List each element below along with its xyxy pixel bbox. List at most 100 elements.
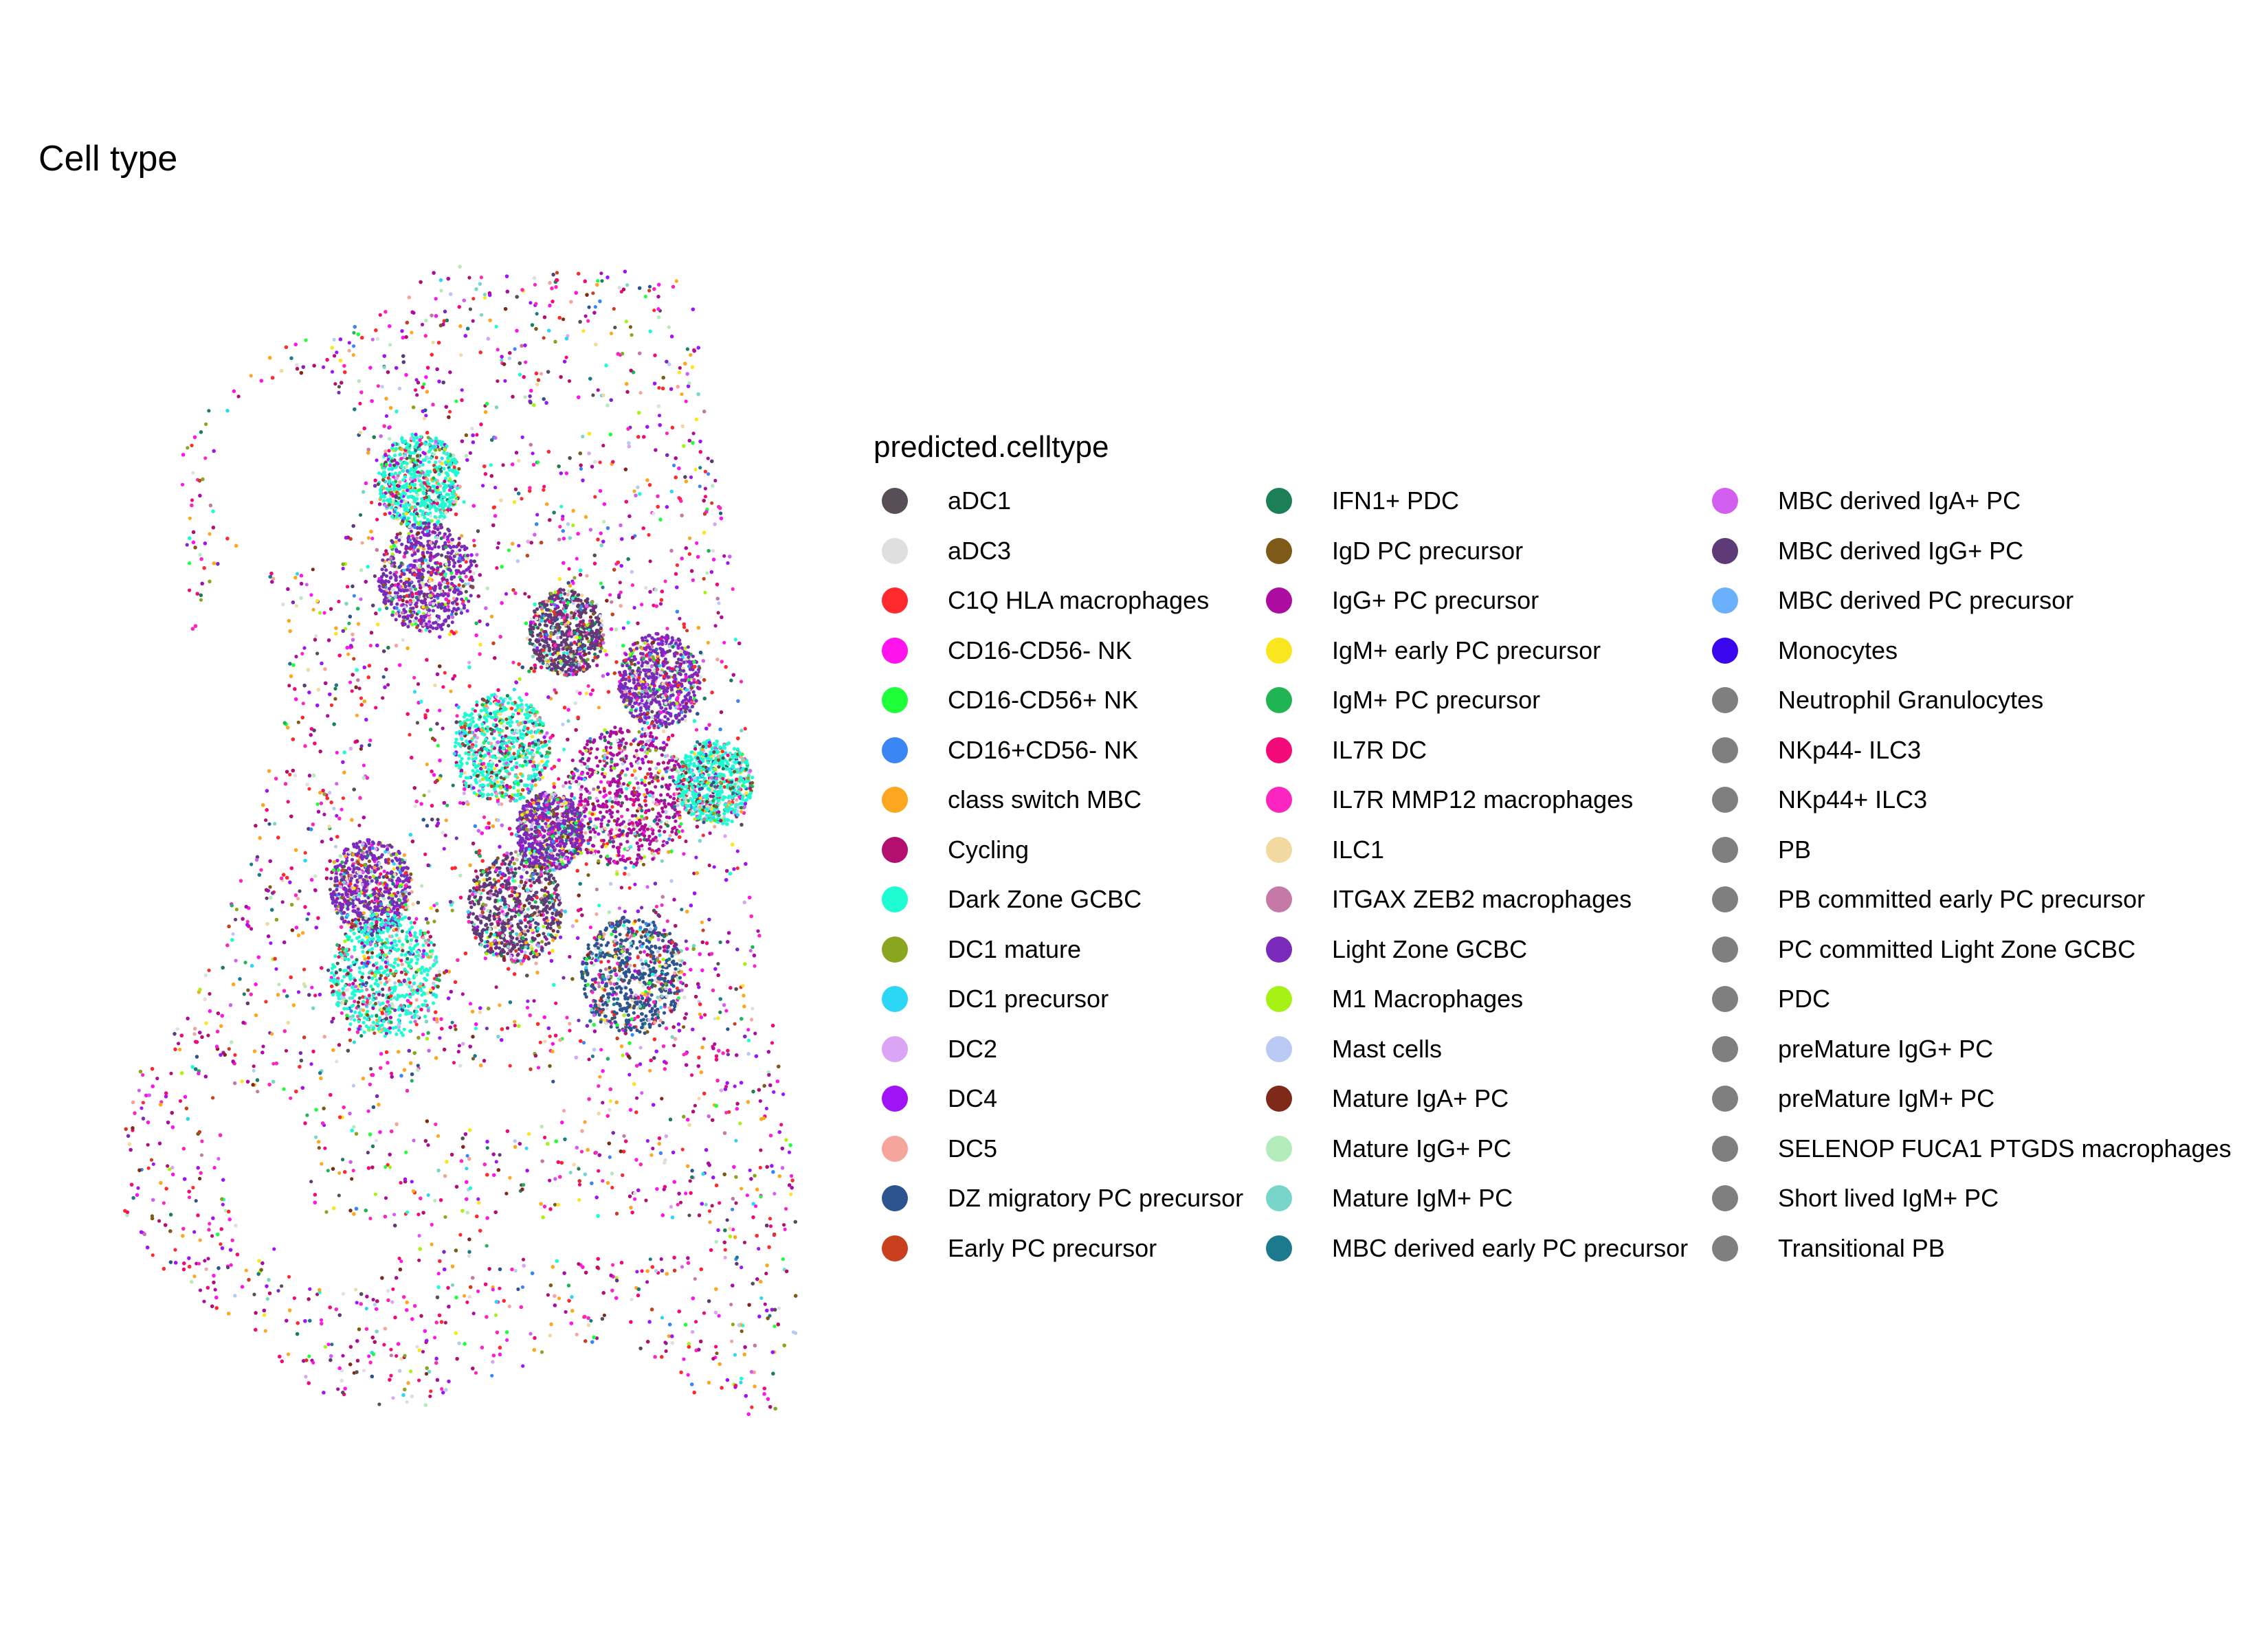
- cell-point: [180, 482, 185, 486]
- cell-point: [622, 1134, 626, 1138]
- cell-point: [683, 719, 687, 723]
- cell-point: [296, 720, 300, 724]
- cell-point: [191, 1185, 195, 1190]
- cell-point: [357, 823, 362, 827]
- cell-point: [360, 541, 364, 545]
- cell-point: [581, 329, 586, 333]
- cell-point: [373, 1192, 377, 1196]
- cell-point: [613, 326, 617, 330]
- cell-point: [682, 1357, 686, 1361]
- cell-point: [244, 1268, 248, 1272]
- cell-point: [355, 713, 359, 717]
- cell-point: [745, 1193, 749, 1198]
- cell-point: [689, 353, 693, 357]
- cell-point: [601, 1179, 605, 1183]
- cell-point: [708, 1220, 712, 1224]
- cell-point: [352, 1125, 356, 1129]
- cell-point: [198, 552, 202, 557]
- cell-point: [784, 1207, 788, 1211]
- cell-point: [600, 279, 604, 283]
- cell-point: [335, 1059, 339, 1064]
- cell-point: [610, 1185, 614, 1190]
- cell-point: [638, 980, 642, 985]
- cell-point: [753, 1031, 757, 1035]
- cell-point: [748, 1168, 752, 1172]
- cell-point: [680, 1147, 685, 1152]
- cell-point: [378, 313, 382, 317]
- cell-point: [333, 697, 337, 701]
- cell-point: [208, 532, 212, 536]
- cell-point: [399, 1259, 403, 1264]
- cell-point: [269, 941, 273, 945]
- cell-point: [450, 908, 454, 912]
- cell-point: [602, 519, 606, 524]
- cell-point: [521, 1257, 526, 1261]
- cell-point: [439, 289, 443, 293]
- cell-point: [454, 836, 458, 840]
- cell-point: [287, 684, 291, 688]
- cell-point: [784, 1138, 788, 1142]
- cell-point: [178, 1099, 183, 1103]
- cell-point: [648, 1068, 652, 1073]
- cell-point: [362, 1369, 366, 1373]
- cell-point: [533, 666, 537, 670]
- cell-point: [726, 561, 730, 565]
- cell-point: [261, 1044, 265, 1048]
- cell-point: [651, 1146, 655, 1151]
- cell-point: [350, 689, 354, 693]
- cell-point: [678, 366, 682, 370]
- cell-point: [768, 1224, 773, 1229]
- cell-point: [781, 1092, 786, 1097]
- cell-point: [373, 574, 377, 579]
- cell-point: [588, 737, 592, 741]
- cell-point: [441, 726, 445, 730]
- cell-point: [684, 399, 688, 403]
- cell-point: [175, 1027, 179, 1031]
- cell-point: [507, 548, 511, 552]
- cell-point: [633, 882, 637, 886]
- cell-point: [693, 467, 698, 471]
- cell-point: [740, 1187, 744, 1191]
- cell-point: [638, 950, 643, 954]
- cell-point: [413, 804, 417, 808]
- cell-point: [703, 495, 708, 499]
- cell-point: [347, 348, 351, 352]
- cell-point: [341, 1158, 345, 1162]
- cell-point: [246, 988, 250, 992]
- cell-point: [652, 511, 656, 515]
- cell-point: [546, 1293, 551, 1297]
- cell-point: [341, 566, 345, 571]
- cell-point: [462, 792, 466, 796]
- cell-point: [581, 1041, 586, 1045]
- cell-point: [674, 279, 678, 283]
- cell-point: [462, 1294, 467, 1298]
- cell-point: [359, 696, 364, 700]
- cell-point: [467, 1254, 471, 1258]
- cell-point: [416, 1212, 421, 1217]
- cell-point: [577, 1198, 581, 1202]
- cell-point: [386, 683, 390, 687]
- cell-point: [264, 818, 268, 822]
- cell-point: [640, 906, 644, 910]
- cell-point: [315, 1292, 320, 1297]
- cell-point: [359, 744, 364, 748]
- chart-title: Cell type: [38, 141, 177, 177]
- cell-point: [146, 1143, 150, 1147]
- cell-point: [554, 1001, 558, 1005]
- cell-point: [505, 1338, 509, 1342]
- cell-point: [630, 583, 635, 587]
- cell-point: [465, 1300, 469, 1304]
- cell-point: [309, 1180, 313, 1184]
- cell-point: [302, 967, 307, 972]
- cell-point: [474, 1027, 478, 1031]
- cell-point: [414, 917, 419, 921]
- cell-point: [430, 1242, 434, 1246]
- cell-point: [623, 910, 627, 914]
- cell-point: [568, 1170, 572, 1175]
- cell-point: [198, 1288, 203, 1292]
- cell-point: [611, 1263, 615, 1267]
- cell-point: [170, 1165, 175, 1169]
- cell-point: [599, 1048, 603, 1052]
- cell-point: [368, 1216, 373, 1220]
- cell-point: [566, 334, 570, 338]
